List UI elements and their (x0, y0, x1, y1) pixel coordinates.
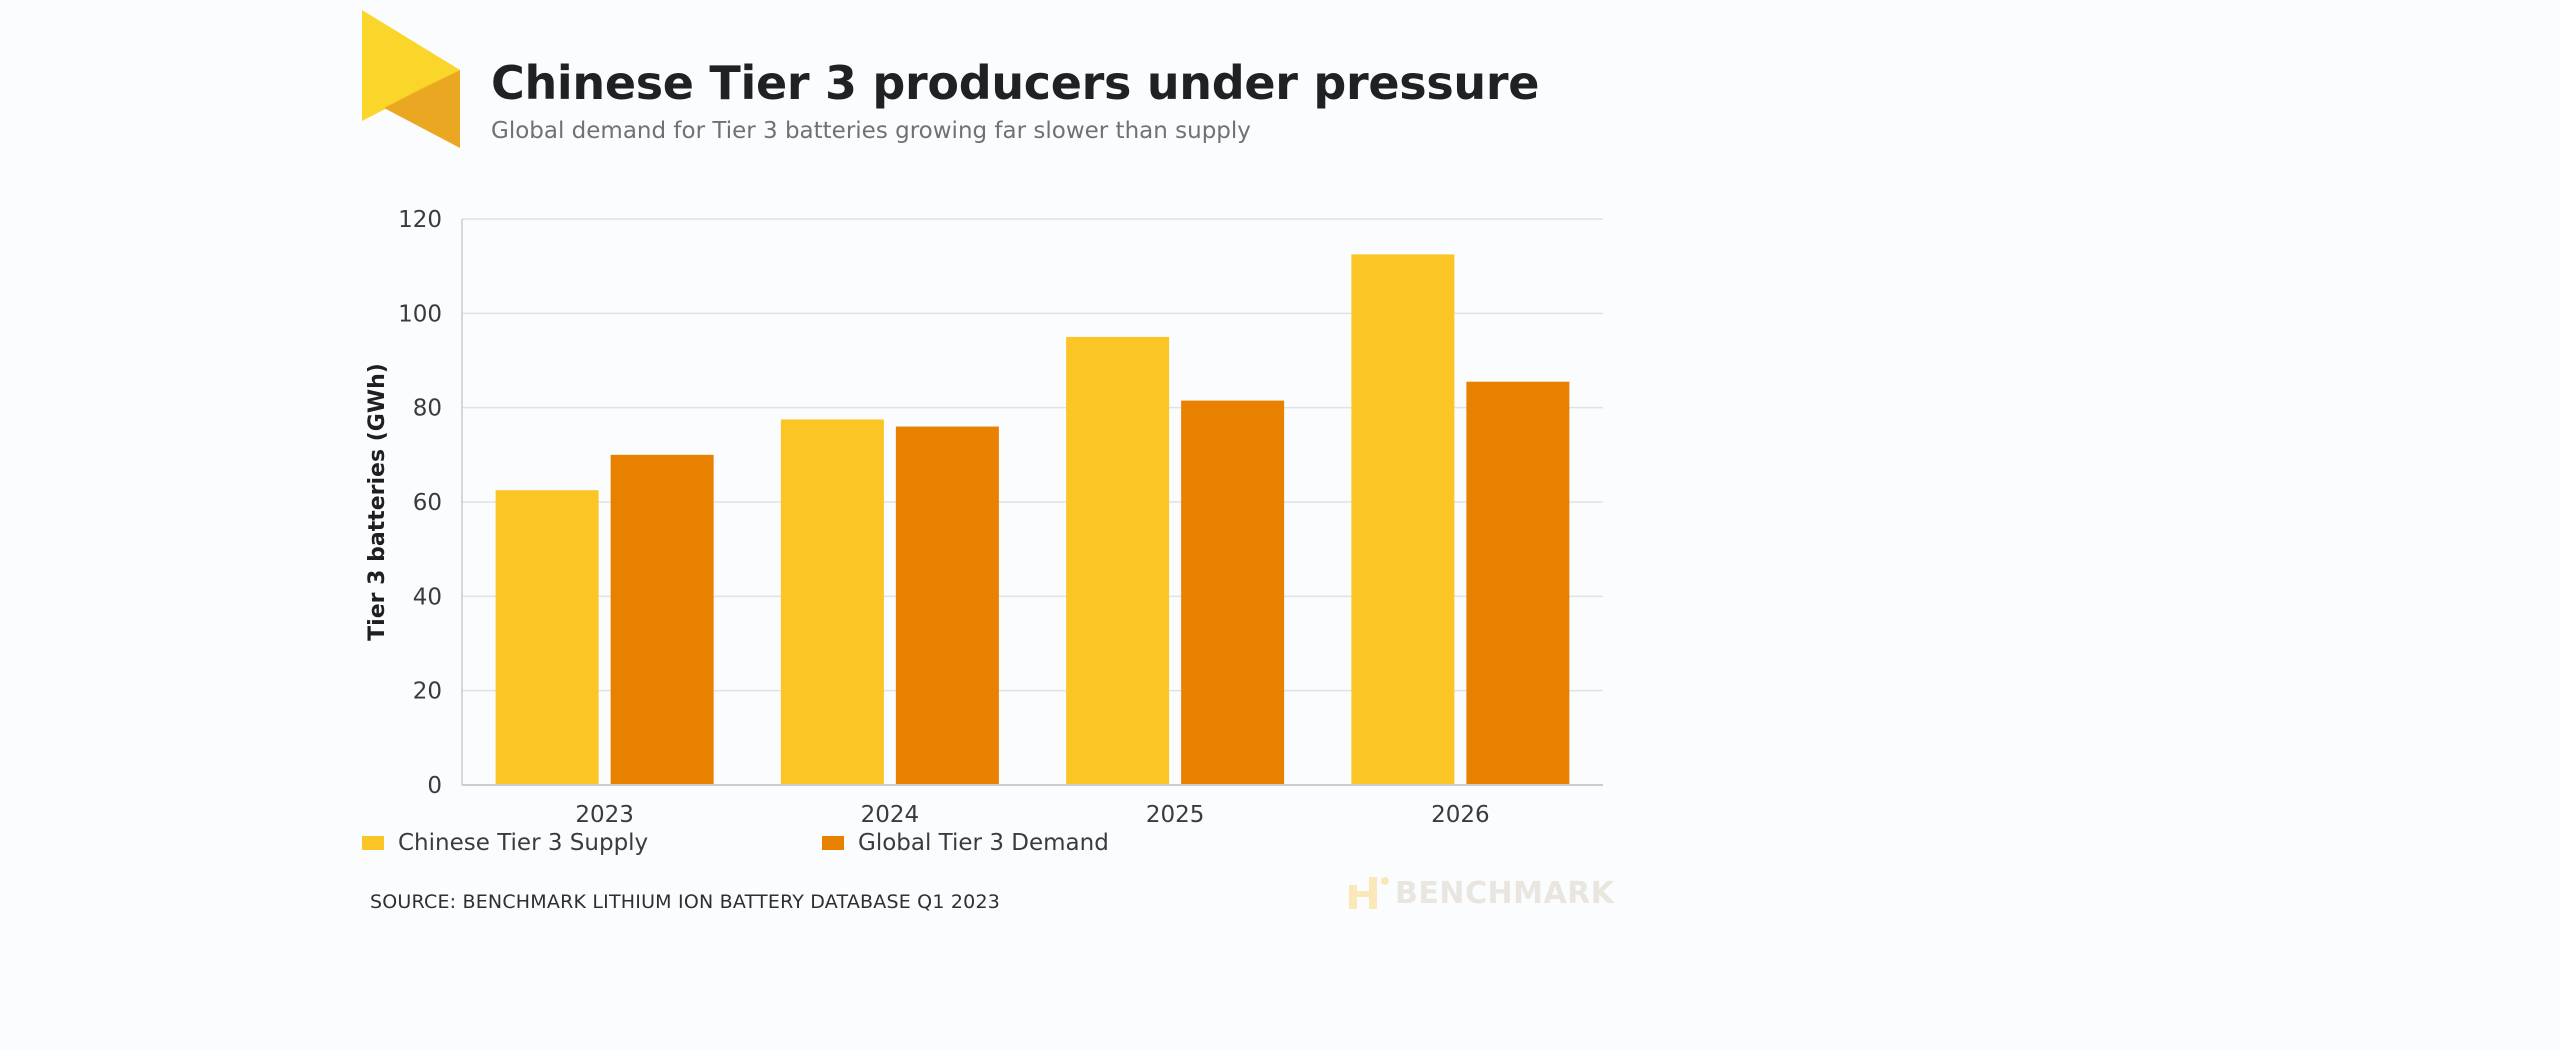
benchmark-watermark: BENCHMARK (1345, 875, 1615, 911)
legend-swatch-demand (822, 836, 844, 850)
brand-logo-icon (362, 10, 460, 148)
bar-supply-2023 (495, 490, 599, 785)
benchmark-mark-icon (1349, 877, 1389, 909)
legend-label-supply: Chinese Tier 3 Supply (398, 830, 649, 856)
legend-item-supply: Chinese Tier 3 Supply (362, 828, 648, 858)
x-tick-label-2024: 2024 (861, 802, 920, 828)
page-title: Chinese Tier 3 producers under pressure (491, 56, 1540, 110)
y-tick-label-100: 100 (398, 301, 442, 327)
y-tick-label-40: 40 (413, 584, 442, 610)
page-subtitle: Global demand for Tier 3 batteries growi… (491, 118, 1251, 144)
bar-demand-2024 (895, 426, 999, 785)
legend-item-demand: Global Tier 3 Demand (822, 828, 1109, 858)
chart-axes (461, 219, 1603, 786)
x-tick-label-2025: 2025 (1146, 802, 1205, 828)
y-axis-title: Tier 3 batteries (GWh) (365, 363, 390, 641)
bar-demand-2026 (1466, 381, 1570, 785)
chart-bars (495, 254, 1570, 785)
legend-label-demand: Global Tier 3 Demand (858, 830, 1109, 856)
bar-demand-2025 (1181, 400, 1285, 785)
x-tick-label-2026: 2026 (1431, 802, 1490, 828)
bar-supply-2024 (780, 419, 884, 785)
source-note: SOURCE: BENCHMARK LITHIUM ION BATTERY DA… (370, 891, 1001, 913)
y-tick-label-20: 20 (413, 679, 442, 705)
y-tick-label-120: 120 (398, 207, 442, 233)
y-tick-label-0: 0 (427, 773, 442, 799)
bar-supply-2026 (1351, 254, 1455, 785)
y-tick-label-80: 80 (413, 396, 442, 422)
legend-swatch-supply (362, 836, 384, 850)
y-tick-label-60: 60 (413, 490, 442, 516)
bar-supply-2025 (1066, 336, 1170, 785)
bar-demand-2023 (610, 454, 714, 785)
x-tick-label-2023: 2023 (575, 802, 634, 828)
benchmark-wordmark: BENCHMARK (1395, 875, 1615, 911)
chart-labels: 0 20 40 60 80 100 120 2023 2024 2025 2026 Tier 3 ba… (365, 207, 1490, 828)
